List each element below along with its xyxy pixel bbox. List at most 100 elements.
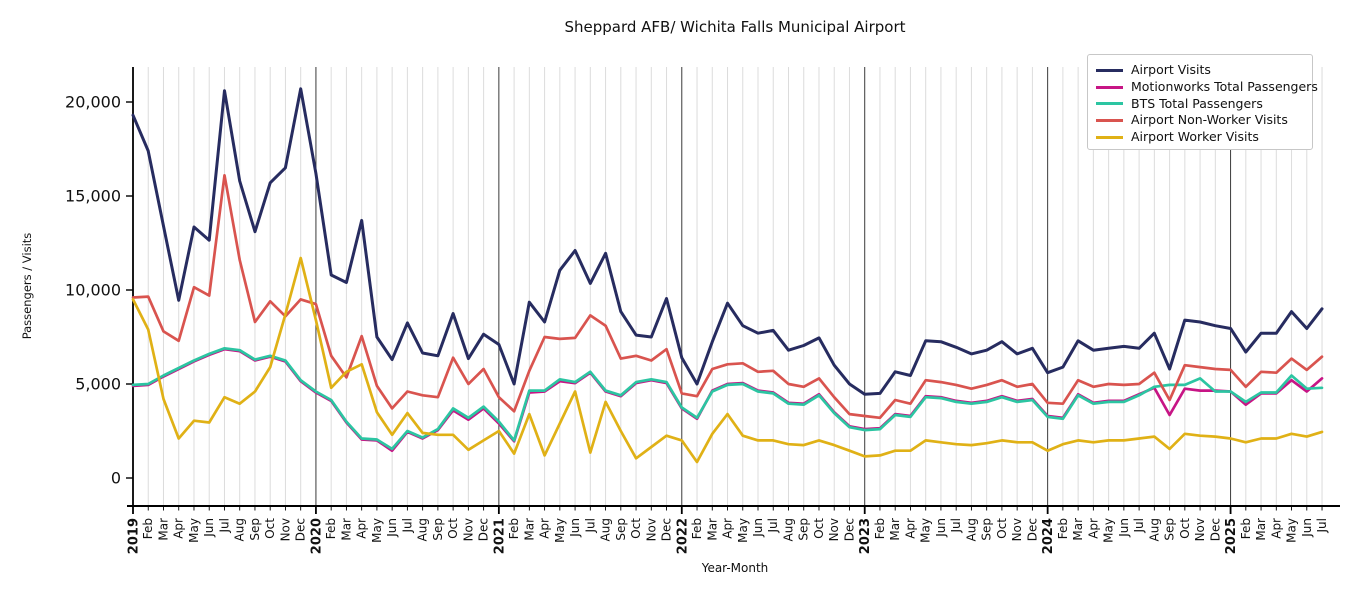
y-tick-label: 5,000 — [75, 375, 121, 394]
x-tick-label: Apr — [903, 518, 917, 539]
x-tick-label: May — [187, 518, 201, 543]
x-tick-label: Oct — [263, 518, 277, 539]
x-tick-label: May — [919, 518, 933, 543]
legend-item: BTS Total Passengers — [1096, 96, 1304, 113]
legend-line-swatch — [1096, 85, 1123, 89]
x-tick-label: Feb — [873, 518, 887, 539]
x-tick-label: 2019 — [127, 518, 142, 554]
x-tick-label: Dec — [294, 518, 308, 541]
legend-item: Motionworks Total Passengers — [1096, 79, 1318, 96]
x-tick-label: Sep — [980, 518, 994, 541]
y-tick-label: 15,000 — [65, 187, 121, 206]
x-tick-label: Sep — [248, 518, 262, 541]
x-tick-label: 2020 — [309, 518, 324, 554]
x-tick-label: Dec — [1208, 518, 1222, 541]
x-tick-label: 2025 — [1224, 518, 1239, 554]
y-tick-label: 0 — [111, 469, 121, 488]
series-line-bts-total-passengers — [131, 346, 1324, 451]
x-tick-label: Apr — [355, 518, 369, 539]
x-tick-label: Apr — [721, 518, 735, 539]
x-tick-label: Jul — [1315, 518, 1329, 533]
x-tick-label: Jun — [1300, 518, 1314, 538]
x-tick-label: Sep — [1163, 518, 1177, 541]
x-tick-label: Aug — [1147, 518, 1161, 541]
legend-line-swatch — [1096, 102, 1123, 106]
legend-item: Airport Visits — [1096, 62, 1304, 79]
x-tick-label: Jul — [1132, 518, 1146, 533]
x-tick-label: Feb — [1056, 518, 1070, 539]
x-tick-label: Feb — [507, 518, 521, 539]
x-tick-label: 2024 — [1041, 518, 1056, 554]
x-tick-label: Jun — [568, 518, 582, 538]
x-tick-label: Nov — [1193, 518, 1207, 541]
legend-item: Airport Non-Worker Visits — [1096, 112, 1304, 129]
x-tick-label: Apr — [1086, 518, 1100, 539]
x-tick-label: Mar — [339, 518, 353, 541]
series-line-airport-non-worker-visits — [131, 173, 1324, 420]
x-tick-label: Mar — [522, 518, 536, 541]
x-tick-label: Aug — [964, 518, 978, 541]
x-tick-label: Mar — [705, 518, 719, 541]
x-tick-label: Jun — [751, 518, 765, 538]
x-tick-label: Feb — [141, 518, 155, 539]
x-tick-label: Oct — [812, 518, 826, 539]
x-tick-label: Jun — [934, 518, 948, 538]
x-tick-label: 2023 — [858, 518, 873, 554]
x-tick-label: Feb — [1239, 518, 1253, 539]
legend-item-label: BTS Total Passengers — [1131, 95, 1263, 111]
x-tick-label: Mar — [1254, 518, 1268, 541]
x-tick-label: Aug — [233, 518, 247, 541]
legend-item-label: Airport Worker Visits — [1131, 129, 1259, 145]
x-tick-label: Oct — [995, 518, 1009, 539]
x-tick-label: Apr — [172, 518, 186, 539]
x-tick-label: Oct — [629, 518, 643, 539]
x-axis-label: Year-Month — [701, 561, 769, 575]
x-tick-label: Apr — [1269, 518, 1283, 539]
x-tick-label: Nov — [461, 518, 475, 541]
x-tick-label: Mar — [888, 518, 902, 541]
x-tick-label: Jun — [202, 518, 216, 538]
legend-line-swatch — [1096, 119, 1123, 123]
legend-item: Airport Worker Visits — [1096, 129, 1304, 146]
legend-item-label: Airport Non-Worker Visits — [1131, 112, 1288, 128]
y-tick-label: 20,000 — [65, 93, 121, 112]
x-tick-label: Aug — [416, 518, 430, 541]
x-tick-label: 2021 — [492, 518, 507, 554]
x-tick-label: May — [1102, 518, 1116, 543]
x-tick-label: 2022 — [675, 518, 690, 554]
series-line-airport-worker-visits — [131, 256, 1324, 464]
x-tick-label: Dec — [842, 518, 856, 541]
x-tick-label: Sep — [431, 518, 445, 541]
x-tick-label: Jul — [766, 518, 780, 533]
x-tick-label: Feb — [324, 518, 338, 539]
x-tick-label: Jul — [217, 518, 231, 533]
x-tick-label: May — [1285, 518, 1299, 543]
x-tick-label: Jun — [385, 518, 399, 538]
x-tick-label: Jul — [949, 518, 963, 533]
x-tick-label: Sep — [614, 518, 628, 541]
x-tick-label: May — [370, 518, 384, 543]
x-tick-label: May — [553, 518, 567, 543]
x-tick-label: Nov — [278, 518, 292, 541]
x-tick-label: Dec — [1025, 518, 1039, 541]
x-tick-label: Dec — [660, 518, 674, 541]
series-line-airport-visits — [131, 87, 1324, 396]
legend-line-swatch — [1096, 136, 1123, 140]
x-tick-label: Jul — [583, 518, 597, 533]
x-tick-label: Nov — [644, 518, 658, 541]
x-tick-label: Jun — [1117, 518, 1131, 538]
x-tick-label: Sep — [797, 518, 811, 541]
x-tick-label: Aug — [599, 518, 613, 541]
x-tick-label: Mar — [156, 518, 170, 541]
x-tick-label: Nov — [827, 518, 841, 541]
legend: Airport Visits Motionworks Total Passeng… — [1087, 54, 1318, 150]
x-tick-label: Oct — [1178, 518, 1192, 539]
legend-item-label: Airport Visits — [1131, 62, 1211, 77]
y-tick-label: 10,000 — [65, 281, 121, 300]
legend-item-label: Motionworks Total Passengers — [1131, 78, 1318, 94]
x-tick-label: Nov — [1010, 518, 1024, 541]
legend-line-swatch — [1096, 68, 1123, 72]
x-tick-label: Feb — [690, 518, 704, 539]
